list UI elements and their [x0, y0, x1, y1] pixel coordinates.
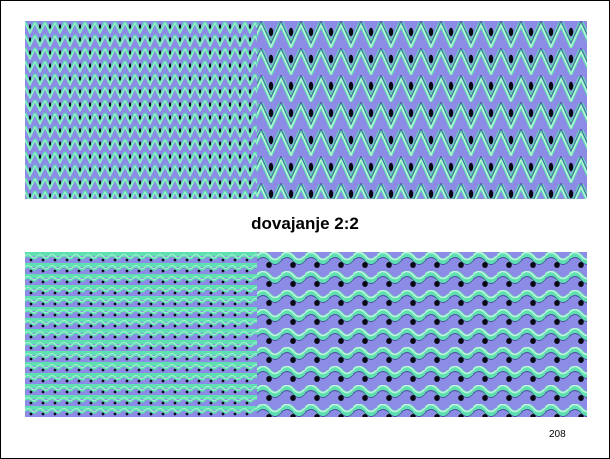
knit-texture-fine-top [25, 21, 257, 199]
knit-texture-coarse-bottom-image [257, 252, 587, 417]
page-number: 208 [549, 429, 566, 440]
knit-texture-coarse-top-image [257, 21, 587, 199]
caption: dovajanje 2:2 [251, 214, 359, 233]
knit-texture-fine-top-image [25, 21, 257, 199]
knit-texture-coarse-top [257, 21, 587, 199]
knit-texture-coarse-bottom [257, 252, 587, 417]
knit-texture-fine-bottom-image [25, 252, 257, 417]
knit-texture-fine-bottom [25, 252, 257, 417]
